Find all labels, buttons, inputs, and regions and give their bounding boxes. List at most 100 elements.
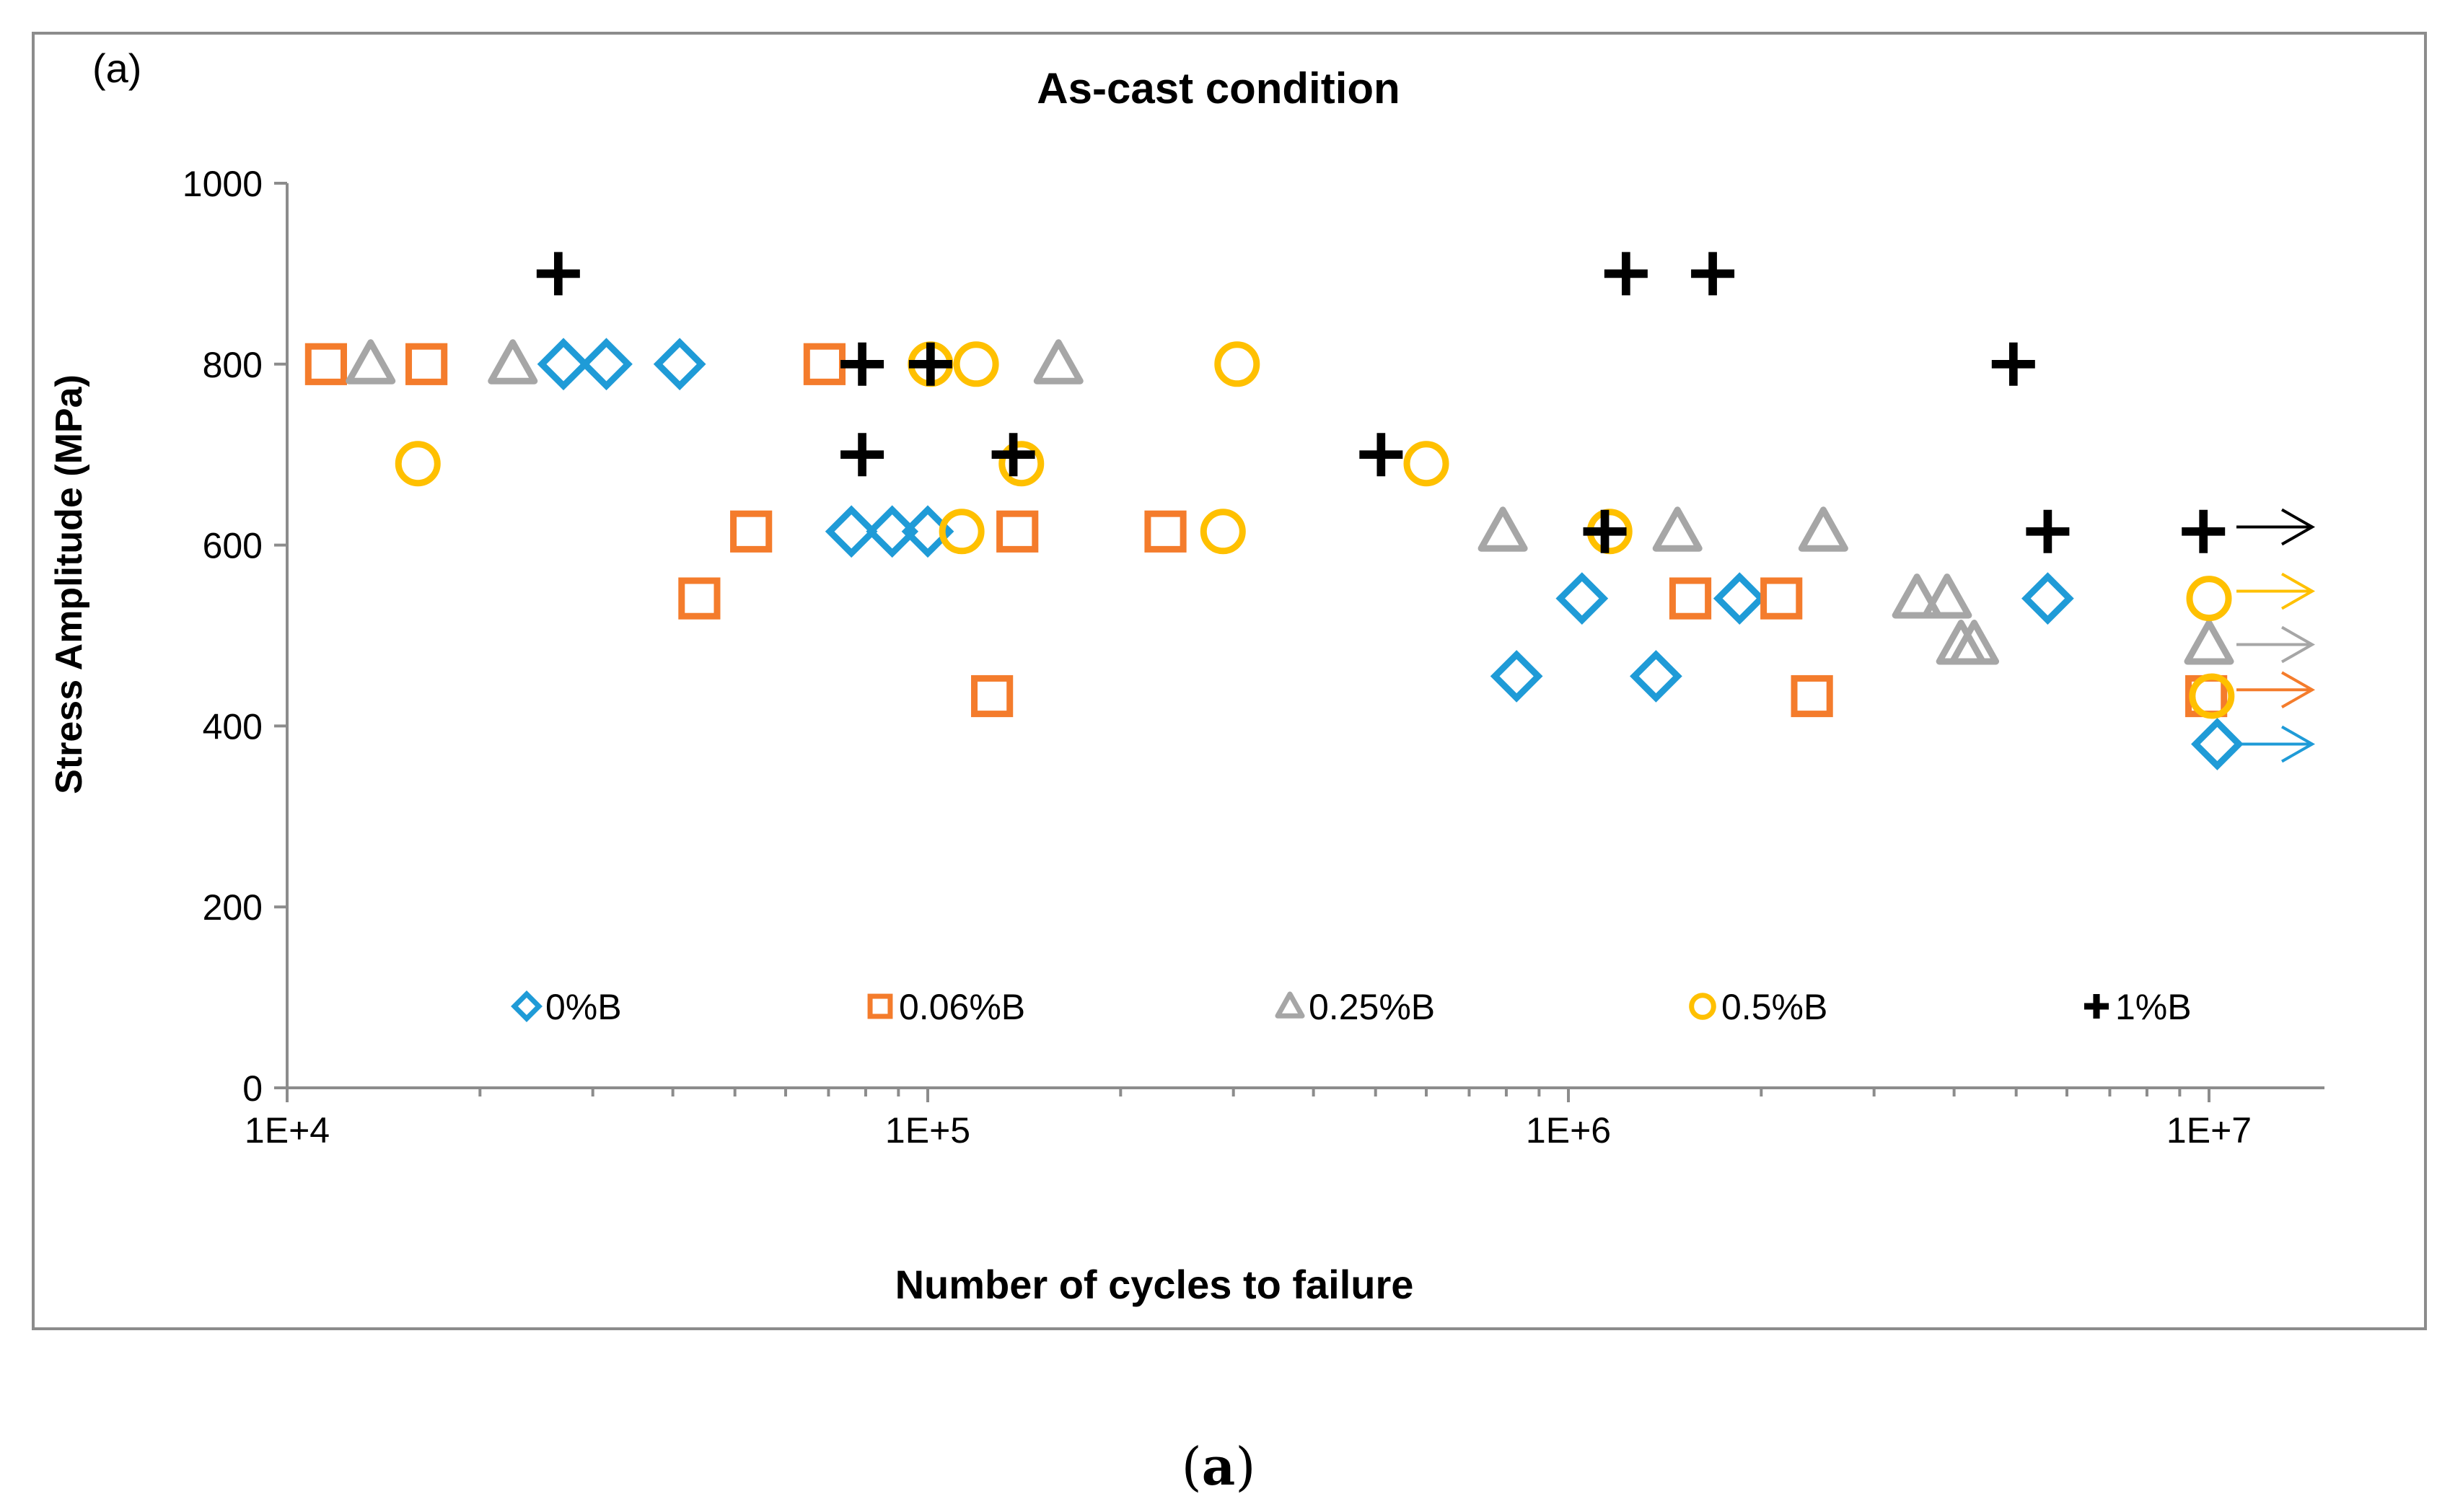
data-point: [1791, 674, 1833, 718]
data-point: [1477, 506, 1528, 552]
panel-label: (a): [92, 45, 142, 91]
data-point: [1630, 650, 1682, 703]
data-point: [1555, 572, 1609, 625]
data-point: [998, 441, 1045, 487]
data-point: [840, 342, 884, 386]
data-point: [488, 339, 538, 384]
data-point: [840, 433, 884, 477]
data-point: [1604, 252, 1648, 296]
data-point: [1583, 509, 1627, 553]
triangle-shape: [1652, 506, 1703, 552]
runout-arrow-head: [2281, 572, 2316, 610]
circle-shape: [2186, 576, 2232, 622]
circle-shape: [998, 441, 1045, 487]
data-point: [866, 505, 919, 558]
data-point: [1760, 577, 1803, 620]
triangle-shape: [1922, 573, 1972, 619]
legend-label: 0.06%B: [899, 987, 1025, 1027]
data-point: [2191, 718, 2244, 770]
data-point: [939, 509, 985, 555]
data-point: [825, 505, 878, 558]
data-point: [1652, 506, 1703, 552]
square-shape: [1144, 510, 1187, 553]
diamond-shape: [1713, 572, 1766, 625]
square-shape: [1791, 674, 1833, 718]
diamond-shape: [866, 505, 919, 558]
data-point: [653, 338, 706, 391]
square-shape: [405, 343, 448, 385]
diamond-shape: [825, 505, 878, 558]
triangle-shape: [488, 339, 538, 384]
x-tick-label: 1E+5: [885, 1110, 970, 1151]
runout-arrow-head: [2281, 625, 2316, 664]
data-point: [2026, 509, 2070, 553]
data-point: [395, 441, 441, 487]
legend-label: 1%B: [2115, 987, 2192, 1027]
y-tick-label: 600: [203, 526, 263, 566]
data-point: [304, 343, 347, 385]
diamond-shape: [511, 990, 543, 1022]
data-point: [2189, 673, 2235, 719]
circle-shape: [1214, 341, 1260, 387]
data-point: [1144, 510, 1187, 553]
data-point: [678, 577, 721, 620]
triangle-shape: [2184, 620, 2234, 665]
data-point: [730, 510, 773, 553]
data-point: [405, 343, 448, 385]
data-point: [346, 339, 396, 384]
data-point: [537, 338, 590, 391]
square-shape: [304, 343, 347, 385]
diamond-shape: [537, 338, 590, 391]
square-shape: [867, 993, 893, 1019]
data-point: [1033, 339, 1084, 384]
y-tick-label: 0: [242, 1068, 263, 1109]
data-point: [991, 433, 1035, 477]
data-point: [803, 343, 846, 385]
legend-label: 0.25%B: [1309, 987, 1435, 1027]
legend-marker: [511, 990, 543, 1022]
y-tick-label: 400: [203, 706, 263, 747]
circle-shape: [2189, 673, 2235, 719]
chart-title: As-cast condition: [1037, 64, 1400, 113]
data-point: [1669, 577, 1712, 620]
y-tick-label: 200: [203, 887, 263, 928]
square-shape: [730, 510, 773, 553]
data-point: [1991, 342, 2035, 386]
diamond-shape: [2021, 572, 2074, 625]
data-point: [2021, 572, 2074, 625]
caption-open: (: [1181, 1436, 1202, 1497]
circle-shape: [953, 341, 999, 387]
triangle-shape: [1798, 506, 1848, 552]
square-shape: [678, 577, 721, 620]
caption-close: ): [1235, 1436, 1256, 1497]
chart-frame: [32, 32, 2427, 1330]
runout-arrow-head: [2281, 725, 2316, 763]
square-shape: [971, 674, 1014, 718]
diamond-shape: [580, 338, 633, 391]
data-point: [908, 342, 952, 386]
y-tick-label: 800: [203, 345, 263, 385]
diamond-shape: [2191, 718, 2244, 770]
legend-label: 0%B: [545, 987, 622, 1027]
data-point: [1892, 573, 1942, 619]
diamond-shape: [653, 338, 706, 391]
data-point: [1403, 441, 1449, 487]
triangle-shape: [346, 339, 396, 384]
square-shape: [996, 510, 1039, 553]
legend-marker: [2084, 994, 2109, 1019]
square-shape: [803, 343, 846, 385]
diamond-shape: [1555, 572, 1609, 625]
data-point: [971, 674, 1014, 718]
legend-marker: [1689, 993, 1716, 1020]
data-point: [1214, 341, 1260, 387]
diamond-shape: [1490, 650, 1543, 703]
x-axis-label: Number of cycles to failure: [895, 1262, 1414, 1307]
runout-arrow-head: [2281, 508, 2316, 546]
data-point: [2182, 509, 2226, 553]
data-point: [1200, 509, 1246, 555]
data-point: [1713, 572, 1766, 625]
legend-label: 0.5%B: [1721, 987, 1827, 1027]
triangle-shape: [1275, 991, 1305, 1019]
diamond-shape: [1630, 650, 1682, 703]
